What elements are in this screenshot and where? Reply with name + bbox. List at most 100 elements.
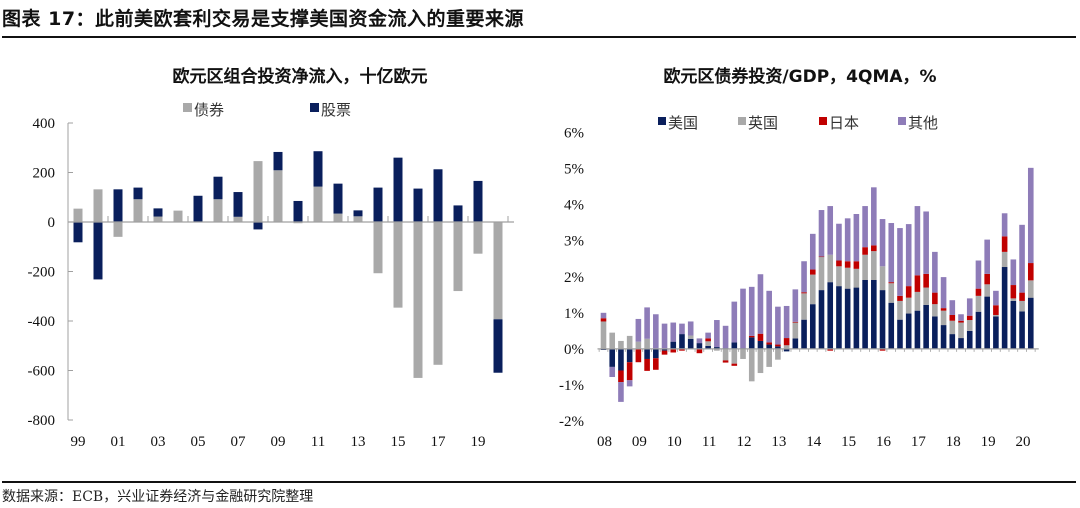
right-bar-other-4 bbox=[635, 318, 642, 342]
right-bar-uk-28 bbox=[844, 267, 851, 289]
left-bar-equity-10 bbox=[293, 200, 303, 222]
right-bar-other-2 bbox=[618, 382, 624, 402]
legend-swatch-bond bbox=[183, 103, 192, 112]
right-bar-uk-37 bbox=[923, 287, 929, 305]
right-bar-japan-2 bbox=[618, 370, 624, 383]
right-bar-japan-22 bbox=[792, 321, 799, 323]
left-bar-bond-08 bbox=[253, 161, 263, 222]
right-bar-other-47 bbox=[1010, 259, 1017, 286]
title-divider bbox=[2, 36, 1076, 38]
right-bar-other-44 bbox=[984, 239, 990, 274]
right-bar-uk-3 bbox=[626, 335, 633, 349]
right-bar-uk-12 bbox=[705, 341, 711, 346]
right-bar-japan-33 bbox=[888, 282, 895, 284]
right-bar-us-37 bbox=[923, 304, 929, 349]
right-bar-other-1 bbox=[609, 366, 616, 378]
left-bar-equity-18 bbox=[453, 205, 463, 222]
right-bar-us-28 bbox=[844, 288, 851, 349]
right-y-tick-label: 5% bbox=[564, 162, 584, 178]
right-y-axis: 6% 5% 4% 3% 2% 1% 0% -1% -2% bbox=[559, 126, 584, 431]
left-bar-equity-99 bbox=[73, 222, 83, 243]
legend-swatch-japan bbox=[819, 117, 827, 125]
right-bar-us-42 bbox=[966, 330, 973, 349]
right-bar-japan-4 bbox=[635, 348, 642, 363]
right-bar-japan-7 bbox=[661, 350, 668, 355]
right-bar-other-48 bbox=[1019, 224, 1025, 293]
right-bar-other-43 bbox=[975, 260, 982, 289]
right-bar-japan-8 bbox=[670, 348, 677, 353]
left-y-tick-label: 0 bbox=[48, 215, 56, 231]
right-bar-japan-29 bbox=[853, 261, 860, 269]
right-bar-us-38 bbox=[932, 316, 938, 349]
right-x-tick-label: 17 bbox=[911, 434, 927, 450]
left-bar-equity-03 bbox=[153, 208, 163, 217]
right-bar-us-10 bbox=[687, 338, 694, 349]
figure-title: 图表 17：此前美欧套利交易是支撑美国资金流入的重要来源 bbox=[2, 8, 525, 30]
right-x-tick-label: 09 bbox=[632, 434, 647, 450]
left-bar-equity-09 bbox=[273, 151, 283, 171]
right-bar-other-39 bbox=[940, 277, 947, 309]
right-bar-us-31 bbox=[871, 279, 877, 349]
right-bar-uk-36 bbox=[914, 291, 921, 311]
left-bar-bond-18 bbox=[453, 222, 463, 292]
right-bar-us-48 bbox=[1019, 311, 1025, 349]
right-y-tick-label: 6% bbox=[564, 126, 584, 142]
right-x-tick-label: 19 bbox=[981, 434, 996, 450]
left-bar-equity-02 bbox=[133, 187, 143, 200]
right-bar-other-24 bbox=[809, 233, 816, 270]
right-bar-other-41 bbox=[958, 314, 964, 321]
left-y-axis: 400 200 0 -200 -400 -600 -800 bbox=[28, 116, 73, 429]
right-bar-other-31 bbox=[871, 187, 877, 246]
left-bar-bond-09 bbox=[273, 170, 283, 222]
right-bar-us-36 bbox=[914, 310, 921, 349]
right-bar-other-7 bbox=[661, 323, 668, 349]
right-bar-uk-17 bbox=[748, 348, 755, 382]
left-bar-bond-07 bbox=[233, 216, 243, 222]
right-bar-japan-31 bbox=[871, 245, 877, 252]
right-x-tick-label: 13 bbox=[771, 434, 786, 450]
legend-label-us: 美国 bbox=[668, 114, 698, 132]
right-bar-other-15 bbox=[731, 301, 738, 343]
left-bar-bond-01 bbox=[113, 222, 123, 237]
right-bar-us-18 bbox=[757, 340, 764, 349]
right-bar-other-30 bbox=[862, 206, 868, 248]
left-bars bbox=[73, 151, 503, 378]
right-x-tick-label: 11 bbox=[702, 434, 716, 450]
right-bar-other-5 bbox=[644, 307, 650, 339]
right-bar-us-39 bbox=[940, 325, 947, 349]
right-bar-other-34 bbox=[897, 228, 903, 296]
right-bar-japan-24 bbox=[809, 269, 816, 275]
right-bar-japan-44 bbox=[984, 273, 990, 285]
legend-label-equity: 股票 bbox=[321, 101, 351, 119]
left-y-tick-label: -200 bbox=[28, 265, 56, 281]
right-bar-us-44 bbox=[984, 296, 990, 349]
right-bar-us-41 bbox=[958, 338, 964, 349]
right-bar-other-14 bbox=[722, 325, 729, 349]
right-bar-us-29 bbox=[853, 287, 860, 349]
right-bar-japan-42 bbox=[966, 315, 973, 321]
right-bar-other-16 bbox=[740, 288, 746, 349]
right-x-tick-label: 16 bbox=[876, 434, 892, 450]
right-bar-other-46 bbox=[1001, 213, 1008, 237]
right-bar-other-32 bbox=[879, 219, 886, 267]
right-bar-us-11 bbox=[696, 343, 703, 349]
right-y-tick-label: -1% bbox=[559, 378, 584, 394]
left-bar-equity-11 bbox=[313, 151, 323, 187]
right-y-tick-label: -2% bbox=[559, 414, 584, 430]
right-bar-japan-26 bbox=[827, 348, 834, 351]
left-bar-bond-99 bbox=[73, 208, 83, 222]
right-bar-other-20 bbox=[775, 306, 781, 345]
right-bar-uk-33 bbox=[888, 283, 895, 303]
left-bar-bond-15 bbox=[393, 222, 403, 308]
legend-swatch-other bbox=[898, 117, 906, 125]
right-bar-other-17 bbox=[748, 286, 755, 336]
right-bar-japan-30 bbox=[862, 247, 868, 255]
right-bar-japan-40 bbox=[949, 314, 956, 321]
left-x-tick-label: 07 bbox=[231, 434, 247, 450]
left-x-tick-label: 03 bbox=[151, 434, 166, 450]
left-bar-equity-19 bbox=[473, 180, 483, 222]
right-y-tick-label: 3% bbox=[564, 234, 584, 250]
right-bar-us-13 bbox=[714, 347, 720, 349]
right-bar-japan-39 bbox=[940, 308, 947, 311]
right-bar-uk-46 bbox=[1001, 251, 1008, 268]
